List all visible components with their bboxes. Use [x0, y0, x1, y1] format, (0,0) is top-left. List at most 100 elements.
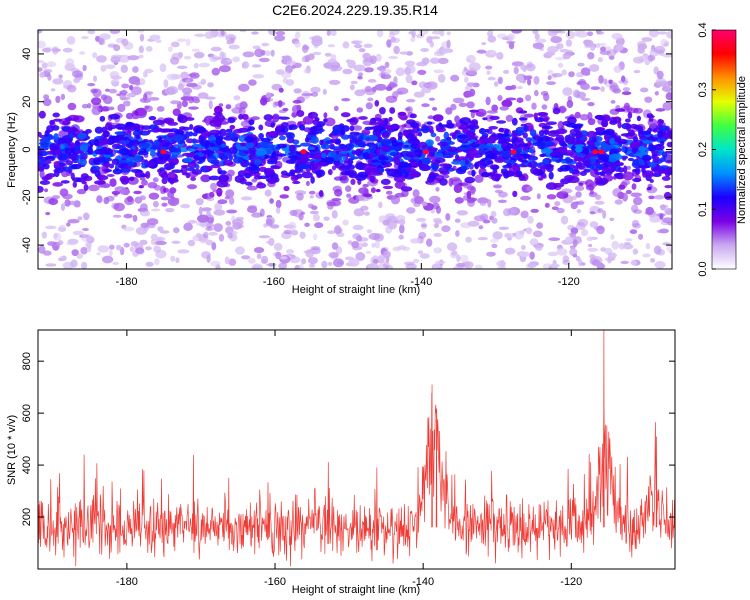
heatmap-cell: [330, 54, 337, 62]
heatmap-cell: [300, 142, 312, 147]
heatmap-cell: [309, 153, 315, 159]
heatmap-cell: [456, 210, 468, 216]
heatmap-cell: [180, 96, 192, 101]
heatmap-cell: [138, 142, 150, 149]
heatmap-cell: [562, 87, 573, 96]
heatmap-cell: [213, 223, 223, 232]
heatmap-cell: [187, 219, 197, 224]
heatmap-cell: [322, 88, 327, 95]
heatmap-cell: [218, 233, 225, 242]
heatmap-cell: [521, 245, 526, 250]
heatmap-cell: [283, 229, 293, 235]
heatmap-cell: [66, 222, 71, 227]
heatmap-cell: [120, 168, 132, 173]
heatmap-cell: [394, 192, 405, 198]
heatmap-cell: [430, 57, 440, 64]
heatmap-cell: [519, 255, 525, 261]
heatmap-cell: [440, 170, 450, 175]
heatmap-cell: [288, 221, 297, 231]
heatmap-cell: [404, 66, 412, 76]
heatmap-cell: [240, 196, 253, 201]
heatmap-cell: [575, 161, 583, 168]
heatmap-cell: [232, 56, 241, 63]
heatmap-cell: [292, 180, 301, 185]
heatmap-cell: [87, 103, 92, 109]
heatmap-cell: [38, 160, 45, 164]
heatmap-cell: [220, 30, 225, 36]
heatmap-cell: [476, 49, 487, 54]
heatmap-cell: [328, 133, 334, 137]
heatmap-cell: [41, 47, 52, 53]
heatmap-cell: [158, 156, 164, 161]
heatmap-cell: [498, 226, 510, 230]
heatmap-cell: [427, 115, 435, 120]
heatmap-cell: [432, 217, 442, 223]
heatmap-cell: [621, 91, 632, 96]
heatmap-cell: [619, 162, 624, 166]
heatmap-cell: [546, 81, 556, 85]
heatmap-cell: [614, 199, 623, 205]
heatmap-cell: [340, 112, 351, 118]
heatmap-cell: [406, 51, 413, 56]
heatmap-cell: [312, 119, 320, 126]
heatmap-cell: [396, 87, 409, 95]
heatmap-cell: [477, 237, 489, 241]
heatmap-cell: [282, 107, 289, 112]
heatmap-cell: [155, 240, 167, 246]
heatmap-cell: [255, 149, 267, 156]
heatmap-cell: [435, 157, 446, 163]
heatmap-cell: [243, 150, 255, 154]
heatmap-cell: [169, 187, 177, 194]
heatmap-cell: [326, 30, 331, 36]
heatmap-cell: [535, 244, 543, 251]
heatmap-cell: [99, 137, 109, 145]
heatmap-cell: [650, 258, 656, 263]
heatmap-cell: [148, 97, 160, 101]
heatmap-cell: [511, 30, 522, 34]
heatmap-cell: [109, 125, 117, 130]
heatmap-cell: [248, 79, 257, 86]
heatmap-cell: [108, 88, 117, 94]
snr-series-line: [38, 330, 675, 567]
heatmap-cell: [64, 199, 71, 207]
heatmap-cell: [497, 199, 507, 203]
heatmap-cell: [76, 188, 87, 195]
heatmap-cell: [52, 195, 60, 200]
heatmap-cell: [413, 202, 421, 207]
heatmap-cell: [534, 117, 545, 123]
heatmap-cell: [87, 30, 96, 35]
heatmap-cell: [499, 106, 509, 111]
heatmap-cell: [393, 45, 400, 55]
heatmap-cell: [280, 126, 289, 133]
heatmap-cell: [52, 78, 64, 85]
heatmap-cell: [321, 260, 328, 269]
heatmap-cell: [477, 138, 488, 145]
heatmap-cell: [623, 165, 628, 174]
heatmap-cell: [38, 30, 43, 34]
heatmap-cell: [480, 202, 486, 206]
heatmap-cell: [662, 217, 672, 224]
heatmap-cell: [417, 160, 423, 166]
heatmap-y-tick-label: 40: [21, 48, 33, 60]
heatmap-cell: [398, 161, 410, 168]
heatmap-cell: [439, 124, 449, 128]
heatmap-cell: [648, 117, 654, 122]
heatmap-cell: [648, 145, 657, 152]
heatmap-cell: [638, 55, 648, 60]
heatmap-cell: [632, 168, 640, 173]
heatmap-cell: [294, 40, 301, 48]
heatmap-cell: [323, 112, 328, 119]
heatmap-cell: [289, 144, 295, 153]
heatmap-cell: [257, 175, 270, 180]
heatmap-cell: [484, 128, 490, 133]
heatmap-cell: [547, 45, 559, 53]
heatmap-cell: [437, 141, 449, 147]
heatmap-cell: [565, 30, 576, 40]
heatmap-cell: [660, 140, 665, 146]
heatmap-cell: [450, 250, 458, 259]
heatmap-cell: [265, 218, 273, 227]
heatmap-cell: [471, 169, 476, 177]
heatmap-cell: [561, 69, 567, 76]
heatmap-cell: [345, 185, 352, 192]
heatmap-cell: [191, 169, 203, 175]
